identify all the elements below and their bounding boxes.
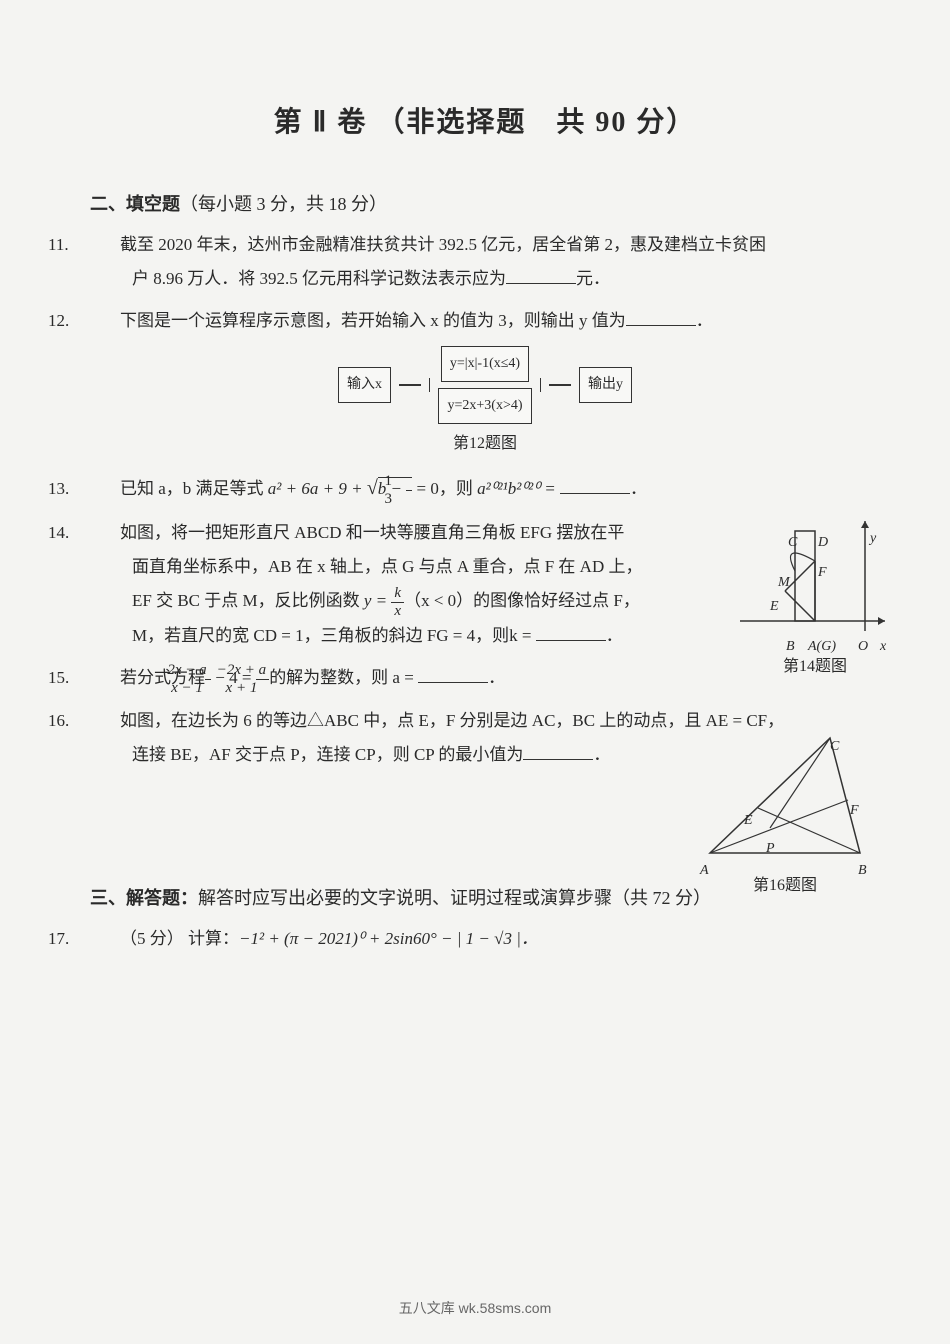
question-14: 14.如图，将一把矩形直尺 ABCD 和一块等腰直角三角板 EFG 摆放在平 面… bbox=[90, 516, 880, 653]
q13-sqrt-left: b − bbox=[378, 479, 406, 498]
q12-text: 下图是一个运算程序示意图，若开始输入 x 的值为 3，则输出 y 值为 bbox=[120, 311, 626, 330]
q14-line3a: EF 交 BC 于点 M，反比例函数 bbox=[132, 591, 364, 610]
section-3-label: 三、解答题： bbox=[90, 888, 198, 908]
question-15: 15.若分式方程2x − ax − 1 − 4 = −2x + ax + 1的解… bbox=[90, 661, 880, 696]
q13-blank bbox=[560, 477, 630, 494]
q14-fn-lhs: y = bbox=[364, 591, 392, 610]
fig16-label-P: P bbox=[766, 835, 775, 863]
fig16-label-B: B bbox=[858, 857, 867, 885]
flow-input-box: 输入x bbox=[338, 367, 391, 403]
question-16: 16.如图，在边长为 6 的等边△ABC 中，点 E，F 分别是边 AC，BC … bbox=[90, 704, 880, 874]
fig14-label-x: x bbox=[880, 633, 886, 661]
q12-flowchart: 输入x y=|x|-1(x≤4) y=2x+3(x>4) 输出y 第12题图 bbox=[90, 346, 880, 460]
q14-line1: 如图，将一把矩形直尺 ABCD 和一块等腰直角三角板 EFG 摆放在平 bbox=[120, 523, 624, 542]
q16-caption: 第16题图 bbox=[700, 870, 870, 902]
exam-page: 第 Ⅱ 卷 （非选择题 共 90 分） 二、填空题（每小题 3 分，共 18 分… bbox=[90, 100, 880, 964]
q12-number: 12. bbox=[90, 304, 120, 338]
q13-sqrt-body: b − 13 bbox=[378, 477, 412, 498]
fig14-label-O: O bbox=[858, 633, 868, 661]
flow-bottom-box: y=2x+3(x>4) bbox=[438, 388, 531, 424]
q11-blank bbox=[506, 267, 576, 284]
page-title: 第 Ⅱ 卷 （非选择题 共 90 分） bbox=[90, 100, 880, 140]
sqrt-icon: √ bbox=[367, 477, 378, 499]
flow-line bbox=[399, 384, 421, 386]
fig14-label-E: E bbox=[770, 593, 779, 621]
fig14-label-M: M bbox=[778, 569, 790, 597]
q16-line2: 连接 BE，AF 交于点 P，连接 CP，则 CP 的最小值为 bbox=[132, 745, 523, 764]
q14-number: 14. bbox=[90, 516, 120, 550]
q13-period: ． bbox=[630, 479, 647, 498]
fig14-label-B: B bbox=[786, 633, 795, 661]
section-3-note: 解答时应写出必要的文字说明、证明过程或演算步骤（共 72 分） bbox=[198, 888, 711, 908]
q14-line3b: （x < 0）的图像恰好经过点 F， bbox=[404, 591, 640, 610]
q15-f2-d: x + 1 bbox=[256, 680, 270, 697]
question-13: 13.已知 a，b 满足等式 a² + 6a + 9 + √b − 13 = 0… bbox=[90, 468, 880, 508]
q13-expr: a²⁰²¹b²⁰²⁰ = bbox=[477, 479, 560, 498]
q16-period: ． bbox=[593, 745, 610, 764]
q17-points: （5 分） bbox=[120, 929, 184, 948]
flow-top-box: y=|x|-1(x≤4) bbox=[441, 346, 529, 382]
question-17: 17.（5 分） 计算：−1² + (π − 2021)⁰ + 2sin60° … bbox=[90, 922, 880, 956]
question-12: 12.下图是一个运算程序示意图，若开始输入 x 的值为 3，则输出 y 值为． … bbox=[90, 304, 880, 460]
q11-number: 11. bbox=[90, 228, 120, 262]
q13-number: 13. bbox=[90, 472, 120, 506]
q14-fn-d: x bbox=[391, 603, 404, 620]
q16-blank bbox=[523, 743, 593, 760]
q13-eq-rhs: = 0，则 bbox=[412, 479, 477, 498]
q14-line2: 面直角坐标系中，AB 在 x 轴上，点 G 与点 A 重合，点 F 在 AD 上… bbox=[90, 550, 720, 584]
q14-blank bbox=[536, 624, 606, 641]
q13-eq-lhs: a² + 6a + 9 + bbox=[268, 479, 367, 498]
q15-number: 15. bbox=[90, 661, 120, 695]
q17-expr: −1² + (π − 2021)⁰ + 2sin60° − | 1 − √3 |… bbox=[239, 929, 538, 948]
section-2-note: （每小题 3 分，共 18 分） bbox=[180, 194, 387, 214]
q11-text-a: 截至 2020 年末，达州市金融精准扶贫共计 392.5 亿元，居全省第 2，惠… bbox=[120, 235, 766, 254]
q14-fn-n: k bbox=[391, 585, 404, 603]
flow-split bbox=[429, 378, 431, 392]
q15-f2-n: −2x + a bbox=[256, 662, 270, 680]
q11-unit: 元． bbox=[576, 269, 610, 288]
q14-period: ． bbox=[606, 626, 623, 645]
flow-merge bbox=[540, 378, 542, 392]
q17-prefix: 计算： bbox=[188, 929, 239, 948]
q15-suffix: 的解为整数，则 a = bbox=[269, 668, 418, 687]
fig14-label-C: C bbox=[788, 529, 797, 557]
question-11: 11.截至 2020 年末，达州市金融精准扶贫共计 392.5 亿元，居全省第 … bbox=[90, 228, 880, 296]
q16-number: 16. bbox=[90, 704, 120, 738]
q15-period: ． bbox=[488, 668, 505, 687]
fig14-label-F: F bbox=[818, 559, 827, 587]
page-footer: 五八文库 wk.58sms.com bbox=[0, 1298, 950, 1318]
section-2-header: 二、填空题（每小题 3 分，共 18 分） bbox=[90, 190, 880, 216]
fig16-label-E: E bbox=[744, 807, 753, 835]
flow-line bbox=[549, 384, 571, 386]
fig14-label-y: y bbox=[870, 525, 876, 553]
flow-output-box: 输出y bbox=[579, 367, 632, 403]
q11-text-b: 户 8.96 万人．将 392.5 亿元用科学记数法表示应为 bbox=[132, 269, 506, 288]
fig16-label-A: A bbox=[700, 857, 709, 885]
fig16-label-C: C bbox=[830, 733, 839, 761]
q12-blank bbox=[626, 309, 696, 326]
q16-line1: 如图，在边长为 6 的等边△ABC 中，点 E，F 分别是边 AC，BC 上的动… bbox=[120, 711, 784, 730]
q13-prefix: 已知 a，b 满足等式 bbox=[120, 479, 268, 498]
q12-period: ． bbox=[696, 311, 713, 330]
q17-number: 17. bbox=[90, 922, 120, 956]
q16-figure: A B C E F P 第16题图 bbox=[700, 728, 870, 902]
q14-figure: C D F M E B A(G) O x y 第14题图 bbox=[740, 516, 890, 683]
fig14-label-AG: A(G) bbox=[808, 633, 836, 661]
section-2-label: 二、填空题 bbox=[90, 194, 180, 214]
fig16-label-F: F bbox=[850, 797, 859, 825]
fig14-label-D: D bbox=[818, 529, 828, 557]
q14-line4a: M，若直尺的宽 CD = 1，三角板的斜边 FG = 4，则k = bbox=[132, 626, 536, 645]
q15-blank bbox=[418, 666, 488, 683]
q12-caption: 第12题图 bbox=[90, 428, 880, 460]
